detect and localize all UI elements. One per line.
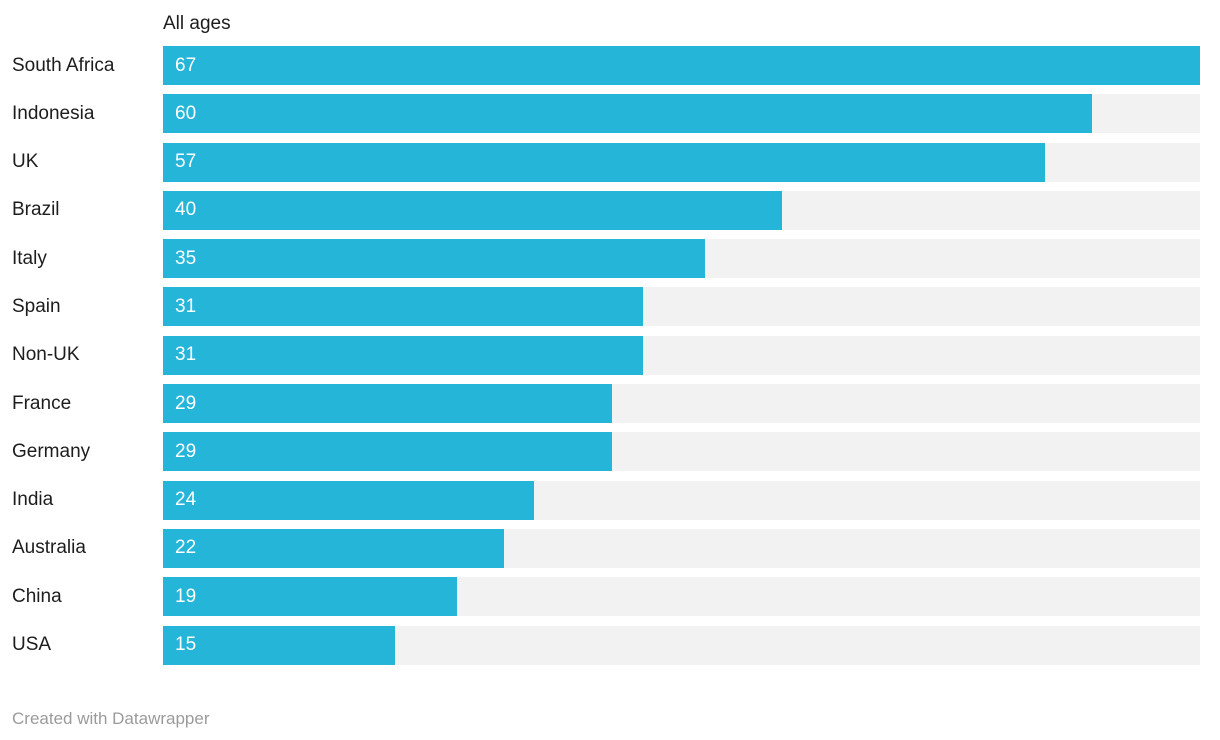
- chart-row: Indonesia 60: [0, 94, 1200, 134]
- bar: 31: [163, 335, 643, 375]
- bar-track: 31: [163, 335, 1200, 375]
- category-label: USA: [12, 634, 52, 656]
- bar-track: 24: [163, 480, 1200, 520]
- category-label: France: [12, 392, 72, 414]
- bar: 67: [163, 46, 1200, 85]
- value-label: 40: [175, 199, 197, 221]
- chart-row: UK 57: [0, 142, 1200, 182]
- bar-track: 35: [163, 239, 1200, 279]
- value-label: 24: [175, 489, 197, 511]
- bar-track: 31: [163, 287, 1200, 327]
- chart-row: South Africa 67: [0, 46, 1200, 85]
- chart-rows: South Africa 67 Indonesia 60 UK 57 Brazil 40 Ita…: [0, 46, 1200, 665]
- bar-track: 19: [163, 577, 1200, 617]
- value-label: 31: [175, 344, 197, 366]
- bar: 19: [163, 577, 458, 617]
- bar: 29: [163, 432, 612, 472]
- value-label: 19: [175, 585, 197, 607]
- label-column-spacer: [0, 12, 163, 36]
- category-label: Spain: [12, 295, 61, 317]
- value-label: 29: [175, 440, 197, 462]
- bar-track: 22: [163, 528, 1200, 568]
- category-label: UK: [12, 151, 39, 173]
- category-label: Australia: [12, 537, 86, 559]
- chart-row: Australia 22: [0, 528, 1200, 568]
- chart-row: India 24: [0, 480, 1200, 520]
- chart-row: Brazil 40: [0, 190, 1200, 230]
- category-label: Italy: [12, 247, 47, 269]
- bar-track: 60: [163, 94, 1200, 134]
- bar-track: 67: [163, 46, 1200, 85]
- chart-row: Non-UK 31: [0, 335, 1200, 375]
- category-label: China: [12, 585, 62, 607]
- bar-track: 15: [163, 625, 1200, 665]
- chart-row: Germany 29: [0, 432, 1200, 472]
- bar: 29: [163, 384, 612, 424]
- category-label: Non-UK: [12, 344, 80, 366]
- bar-track: 40: [163, 190, 1200, 230]
- bar: 40: [163, 190, 783, 230]
- value-label: 67: [175, 54, 197, 76]
- chart-row: Italy 35: [0, 239, 1200, 279]
- chart-row: France 29: [0, 384, 1200, 424]
- bar-track: 57: [163, 142, 1200, 182]
- value-label: 15: [175, 634, 197, 656]
- value-label: 35: [175, 247, 197, 269]
- chart-row: USA 15: [0, 625, 1200, 665]
- bar: 22: [163, 528, 504, 568]
- bar: 15: [163, 625, 396, 665]
- category-label: Indonesia: [12, 102, 95, 124]
- chart-row: Spain 31: [0, 287, 1200, 327]
- value-label: 22: [175, 537, 197, 559]
- bar-track: 29: [163, 384, 1200, 424]
- value-label: 29: [175, 392, 197, 414]
- column-header-row: All ages: [0, 0, 1200, 36]
- value-label: 31: [175, 295, 197, 317]
- category-label: Brazil: [12, 199, 60, 221]
- value-label: 57: [175, 151, 197, 173]
- bar: 60: [163, 94, 1092, 134]
- attribution-text: Created with Datawrapper: [12, 708, 210, 728]
- category-label: Germany: [12, 440, 91, 462]
- bar: 57: [163, 142, 1046, 182]
- bar: 24: [163, 480, 535, 520]
- bar: 35: [163, 239, 705, 279]
- chart-row: China 19: [0, 577, 1200, 617]
- bar: 31: [163, 287, 643, 327]
- category-label: India: [12, 489, 54, 511]
- category-label: South Africa: [12, 54, 115, 76]
- column-header: All ages: [163, 13, 231, 34]
- bar-track: 29: [163, 432, 1200, 472]
- value-label: 60: [175, 102, 197, 124]
